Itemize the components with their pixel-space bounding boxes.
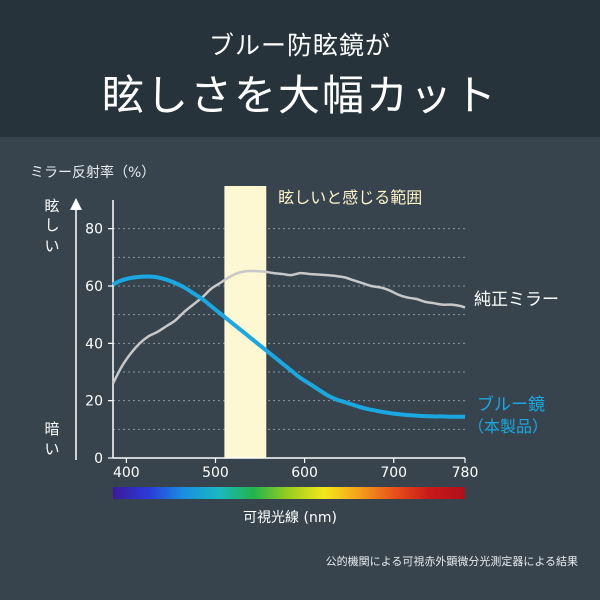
visible-spectrum-bar: [113, 487, 465, 499]
series-label-genuine-mirror: 純正ミラー: [474, 290, 559, 310]
series-line-genuine-mirror: [111, 269, 466, 385]
title-main: 眩しさを大幅カット: [101, 71, 498, 120]
grid-lines: [113, 228, 465, 430]
svg-text:暗: 暗: [44, 420, 59, 438]
x-tick-label: 400: [113, 465, 140, 481]
y-tick-label: 80: [85, 222, 103, 238]
y-tick-label: 40: [85, 336, 103, 352]
x-axis-label: 可視光線 (nm): [243, 510, 337, 526]
x-tick-label: 700: [380, 465, 407, 481]
y-tick-label: 60: [85, 279, 103, 295]
y-tick-labels: 0 20 40 60 80: [85, 222, 113, 467]
svg-text:い: い: [44, 237, 59, 255]
svg-text:い: い: [44, 440, 59, 458]
highlight-band-label: 眩しいと感じる範囲: [278, 188, 422, 207]
series-label-blue-mirror: ブルー鏡: [477, 394, 545, 415]
header-banner: ブルー防眩鏡が 眩しさを大幅カット: [0, 0, 600, 137]
svg-text:し: し: [44, 216, 59, 234]
title-subtitle: ブルー防眩鏡が: [208, 31, 391, 60]
x-tick-labels: 400 500 600 700 780: [113, 458, 478, 481]
x-tick-label: 500: [202, 465, 229, 481]
y-top-label-vertical: 眩 し い: [44, 197, 59, 255]
x-tick-label: 780: [452, 465, 479, 481]
y-tick-label: 0: [94, 451, 103, 467]
axes: [112, 200, 465, 459]
series-line-blue-mirror: [112, 274, 465, 419]
footnote: 公的機関による可視赤外顕微分光測定器による結果: [325, 555, 578, 568]
y-tick-label: 20: [85, 394, 103, 410]
series-label-blue-mirror-sub: （本製品）: [468, 417, 548, 436]
y-axis-label: ミラー反射率（%）: [30, 164, 155, 181]
svg-text:眩: 眩: [44, 197, 59, 215]
x-tick-label: 600: [291, 465, 318, 481]
y-bottom-label-vertical: 暗 い: [44, 420, 59, 458]
